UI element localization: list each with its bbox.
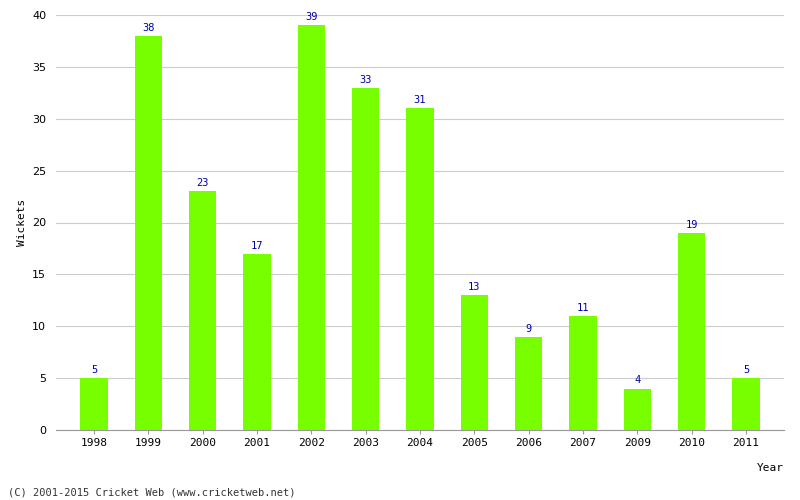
Bar <box>570 316 597 430</box>
Text: 13: 13 <box>468 282 481 292</box>
Bar <box>298 26 325 430</box>
Text: 23: 23 <box>197 178 209 188</box>
Bar <box>461 295 488 430</box>
Text: 11: 11 <box>577 303 590 313</box>
Text: 19: 19 <box>686 220 698 230</box>
Bar <box>134 36 162 430</box>
Bar <box>243 254 270 430</box>
Text: 5: 5 <box>91 365 97 375</box>
Bar <box>515 336 542 430</box>
Text: 5: 5 <box>743 365 749 375</box>
Text: 33: 33 <box>359 74 372 85</box>
Text: 17: 17 <box>250 240 263 250</box>
Bar <box>352 88 379 430</box>
Text: Year: Year <box>757 463 784 473</box>
Bar <box>81 378 108 430</box>
Text: 31: 31 <box>414 96 426 106</box>
Bar <box>732 378 759 430</box>
Text: 39: 39 <box>305 12 318 22</box>
Bar <box>624 388 651 430</box>
Text: 4: 4 <box>634 376 641 386</box>
Y-axis label: Wickets: Wickets <box>17 199 26 246</box>
Text: 9: 9 <box>526 324 532 334</box>
Bar <box>678 233 706 430</box>
Bar <box>189 192 216 430</box>
Text: (C) 2001-2015 Cricket Web (www.cricketweb.net): (C) 2001-2015 Cricket Web (www.cricketwe… <box>8 488 295 498</box>
Text: 38: 38 <box>142 22 154 32</box>
Bar <box>406 108 434 430</box>
